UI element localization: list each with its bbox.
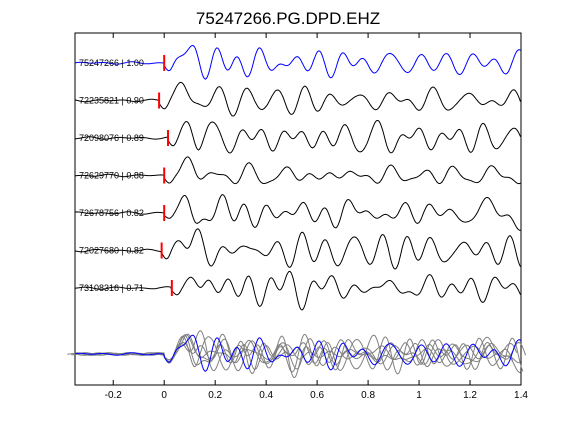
traces-group: 75247266 | 1.00 72235821 | 0.90 72098076 |… xyxy=(74,44,521,311)
trace-line-72235821 xyxy=(74,81,521,117)
overlay-line-72629770 xyxy=(74,333,521,364)
chart-title: 75247266.PG.DPD.EHZ xyxy=(196,9,380,28)
trace-label-75247266: 75247266 | 1.00 xyxy=(79,58,144,68)
x-tick-label: 1.4 xyxy=(514,390,528,401)
x-axis: -0.2 0 0.2 0.4 0.6 0.8 1 1.2 1.4 xyxy=(105,33,528,401)
trace-label-72027680: 72027680 | 0.82 xyxy=(79,246,144,256)
overlay-line-72027680 xyxy=(77,330,524,375)
trace-line-73108316 xyxy=(74,270,521,311)
x-tick-label: 1.2 xyxy=(463,390,477,401)
x-tick-label: 0.4 xyxy=(259,390,273,401)
trace-label-72678756: 72678756 | 0.82 xyxy=(79,208,144,218)
trace-line-72027680 xyxy=(74,228,521,270)
trace-line-75247266 xyxy=(74,44,521,80)
x-tick-label: 0.8 xyxy=(361,390,375,401)
x-tick-label: 1 xyxy=(416,390,422,401)
trace-line-72678756 xyxy=(75,194,521,231)
trace-label-73108316: 73108316 | 0.71 xyxy=(79,283,144,293)
overlay-line-75247266 xyxy=(74,334,521,372)
overlay-group xyxy=(67,330,527,379)
x-tick-label: 0.6 xyxy=(310,390,324,401)
trace-label-72629770: 72629770 | 0.88 xyxy=(79,171,144,181)
trace-label-72235821: 72235821 | 0.90 xyxy=(79,96,144,106)
x-tick-label: -0.2 xyxy=(105,390,123,401)
x-tick-label: 0.2 xyxy=(208,390,222,401)
trace-label-72098076: 72098076 | 0.89 xyxy=(79,133,144,143)
axes-frame xyxy=(74,32,522,386)
trace-line-72098076 xyxy=(75,119,521,154)
x-tick-label: 0 xyxy=(161,390,167,401)
trace-line-72629770 xyxy=(74,156,521,185)
